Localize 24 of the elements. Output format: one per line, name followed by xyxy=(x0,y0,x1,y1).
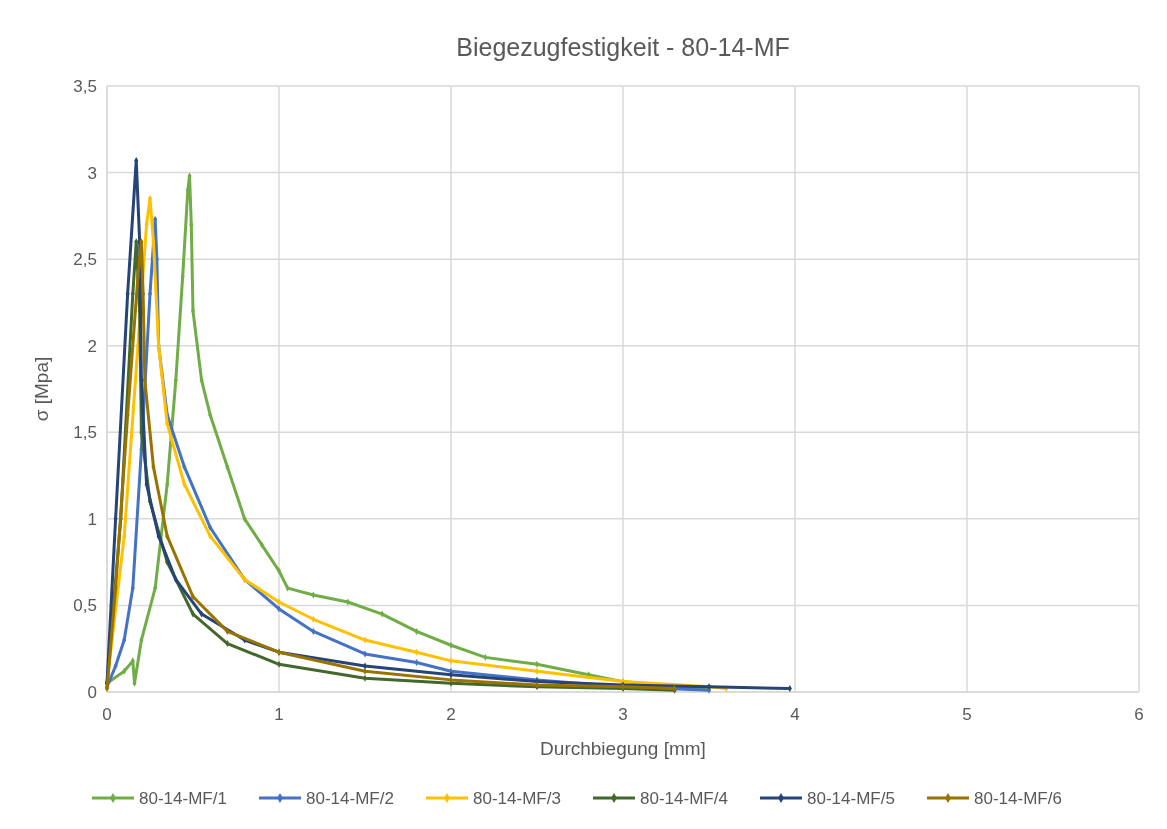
x-tick-label: 1 xyxy=(274,705,284,724)
x-tick-label: 6 xyxy=(1134,705,1144,724)
x-tick-label: 4 xyxy=(790,705,800,724)
y-tick-label: 0 xyxy=(87,683,97,702)
legend-label: 80-14-MF/1 xyxy=(139,789,227,808)
y-tick-label: 3 xyxy=(87,163,97,183)
y-tick-label: 3,5 xyxy=(73,77,97,96)
legend-label: 80-14-MF/2 xyxy=(306,789,394,808)
y-axis-title: σ [Mpa] xyxy=(31,356,52,422)
legend-label: 80-14-MF/3 xyxy=(473,789,561,808)
x-tick-label: 0 xyxy=(102,705,112,724)
legend-label: 80-14-MF/5 xyxy=(807,789,895,808)
legend-label: 80-14-MF/6 xyxy=(974,789,1062,808)
y-tick-label: 2 xyxy=(87,336,97,356)
y-tick-label: 1 xyxy=(87,509,97,529)
x-axis-title: Durchbiegung [mm] xyxy=(540,738,706,759)
y-tick-label: 0,5 xyxy=(73,596,97,616)
y-tick-label: 1,5 xyxy=(73,423,97,443)
chart-title: Biegezugfestigkeit - 80-14-MF xyxy=(456,33,790,61)
legend-label: 80-14-MF/4 xyxy=(640,789,728,808)
x-tick-label: 5 xyxy=(962,705,972,724)
x-tick-label: 3 xyxy=(618,705,628,724)
y-tick-label: 2,5 xyxy=(73,250,97,270)
x-tick-label: 2 xyxy=(446,705,456,724)
